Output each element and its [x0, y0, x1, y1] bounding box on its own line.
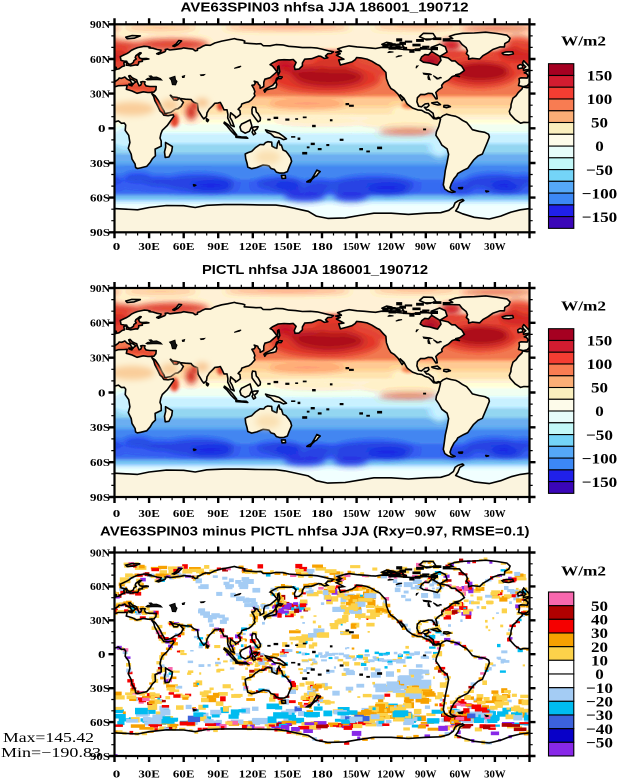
svg-text:120E: 120E [239, 509, 267, 520]
svg-text:30N: 30N [90, 616, 110, 627]
svg-text:30W: 30W [484, 770, 506, 781]
svg-text:60E: 60E [173, 509, 195, 520]
svg-text:120W: 120W [377, 770, 406, 781]
svg-text:AVE63SPIN03 nhfsa JJA 186001_1: AVE63SPIN03 nhfsa JJA 186001_190712 [181, 0, 469, 15]
svg-text:150W: 150W [343, 770, 372, 781]
svg-text:Max=145.42: Max=145.42 [3, 730, 94, 745]
svg-text:−100: −100 [582, 186, 618, 202]
svg-text:90W: 90W [415, 242, 437, 253]
svg-text:60N: 60N [90, 55, 110, 66]
svg-text:30S: 30S [90, 423, 110, 434]
svg-text:180: 180 [311, 509, 333, 520]
svg-text:0: 0 [98, 650, 106, 661]
svg-text:30: 30 [591, 626, 608, 642]
svg-text:0: 0 [113, 770, 121, 781]
svg-text:0: 0 [113, 509, 121, 520]
svg-text:60E: 60E [173, 770, 195, 781]
svg-text:60S: 60S [90, 718, 110, 729]
svg-text:90E: 90E [207, 509, 229, 520]
svg-text:20: 20 [591, 640, 608, 656]
svg-text:150E: 150E [273, 242, 301, 253]
svg-text:0: 0 [98, 124, 106, 135]
svg-text:0: 0 [595, 667, 604, 683]
svg-text:90W: 90W [415, 770, 437, 781]
svg-text:60S: 60S [90, 458, 110, 469]
svg-text:40: 40 [591, 613, 608, 629]
svg-text:10: 10 [591, 654, 608, 670]
svg-text:−10: −10 [586, 681, 613, 697]
svg-text:90N: 90N [90, 548, 110, 559]
svg-text:120E: 120E [239, 242, 267, 253]
svg-text:60W: 60W [450, 770, 472, 781]
svg-text:60W: 60W [450, 242, 472, 253]
svg-text:60E: 60E [173, 242, 195, 253]
svg-text:150W: 150W [343, 509, 372, 520]
svg-text:50: 50 [591, 116, 608, 132]
svg-text:60S: 60S [90, 193, 110, 204]
svg-text:30S: 30S [90, 684, 110, 695]
svg-text:150W: 150W [343, 242, 372, 253]
svg-text:0: 0 [595, 139, 604, 155]
svg-text:0: 0 [595, 404, 604, 420]
svg-text:30E: 30E [138, 509, 160, 520]
svg-text:Min=−190.83: Min=−190.83 [1, 745, 101, 760]
svg-text:100: 100 [587, 357, 613, 373]
svg-text:0: 0 [113, 242, 121, 253]
svg-text:150E: 150E [273, 509, 301, 520]
svg-text:60N: 60N [90, 582, 110, 593]
svg-text:−30: −30 [586, 708, 613, 724]
svg-text:−50: −50 [586, 736, 613, 752]
svg-text:30W: 30W [484, 509, 506, 520]
svg-text:30E: 30E [138, 770, 160, 781]
svg-text:W/m2: W/m2 [561, 35, 606, 50]
svg-text:50: 50 [591, 599, 608, 615]
svg-text:−150: −150 [582, 210, 618, 226]
svg-text:90E: 90E [207, 770, 229, 781]
svg-text:−150: −150 [582, 475, 618, 491]
svg-text:150: 150 [587, 334, 613, 350]
svg-text:90E: 90E [207, 242, 229, 253]
svg-text:120W: 120W [377, 509, 406, 520]
svg-text:60W: 60W [450, 509, 472, 520]
svg-text:30N: 30N [90, 89, 110, 100]
svg-text:180: 180 [311, 770, 333, 781]
svg-text:−100: −100 [582, 451, 618, 467]
svg-text:90W: 90W [415, 509, 437, 520]
svg-text:60N: 60N [90, 319, 110, 330]
svg-text:150: 150 [587, 69, 613, 85]
svg-text:−50: −50 [586, 428, 613, 444]
svg-text:50: 50 [591, 381, 608, 397]
svg-text:30E: 30E [138, 242, 160, 253]
svg-text:AVE63SPIN03 minus PICTL nhfsa: AVE63SPIN03 minus PICTL nhfsa JJA (Rxy=0… [100, 524, 530, 539]
svg-text:100: 100 [587, 92, 613, 108]
svg-text:−40: −40 [586, 722, 613, 738]
svg-text:90N: 90N [90, 20, 110, 31]
svg-text:90S: 90S [90, 228, 110, 239]
svg-text:90N: 90N [90, 284, 110, 295]
svg-text:180: 180 [311, 242, 333, 253]
svg-text:−50: −50 [586, 163, 613, 179]
svg-text:90S: 90S [90, 493, 110, 504]
svg-text:30N: 30N [90, 354, 110, 365]
svg-text:120W: 120W [377, 242, 406, 253]
svg-text:PICTL nhfsa JJA 186001_190712: PICTL nhfsa JJA 186001_190712 [202, 262, 428, 277]
svg-text:90S: 90S [90, 752, 110, 763]
svg-text:W/m2: W/m2 [561, 565, 606, 580]
svg-text:W/m2: W/m2 [561, 300, 606, 315]
svg-text:30S: 30S [90, 159, 110, 170]
svg-text:150E: 150E [273, 770, 301, 781]
svg-text:30W: 30W [484, 242, 506, 253]
svg-text:0: 0 [98, 388, 106, 399]
svg-text:−20: −20 [586, 695, 613, 711]
svg-text:120E: 120E [239, 770, 267, 781]
